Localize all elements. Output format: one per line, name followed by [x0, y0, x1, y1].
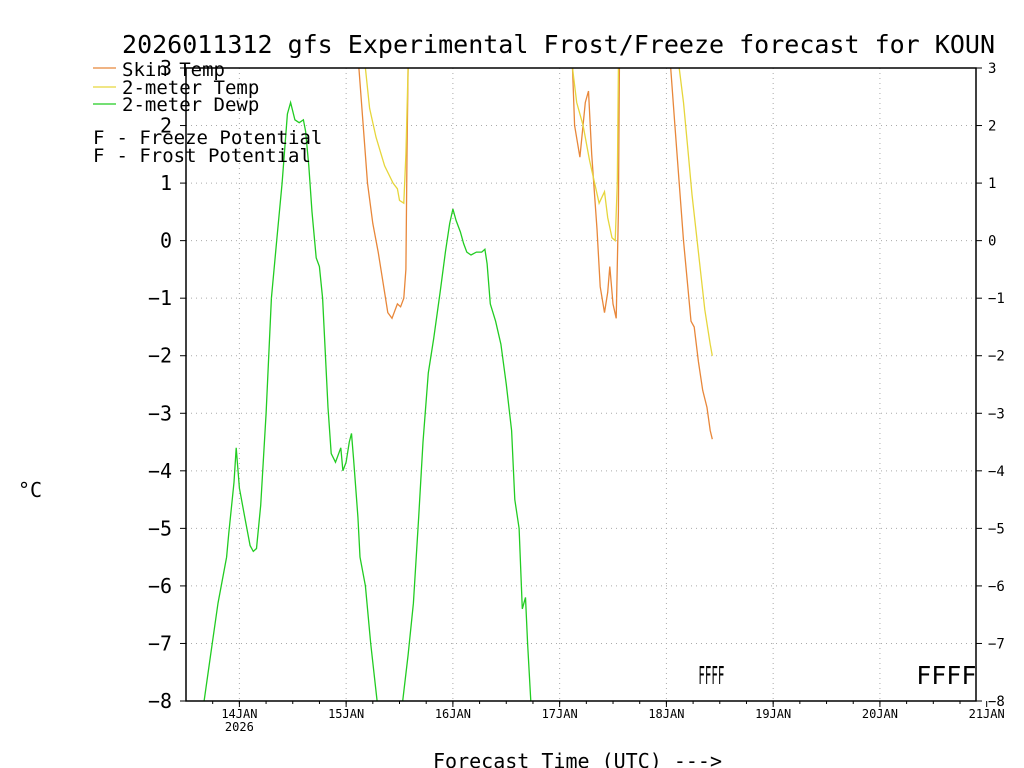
- series-line-skin-temp-2: [571, 67, 621, 319]
- y-tick-label-left: −1: [148, 286, 172, 310]
- x-tick-label: 17JAN: [542, 707, 578, 721]
- y-tick-label-right: −6: [988, 579, 1005, 595]
- y-tick-label-left: −5: [148, 516, 172, 540]
- y-tick-label-right: 0: [988, 234, 996, 250]
- legend-label-2m-temp: 2-meter Temp: [122, 77, 259, 99]
- x-tick-label: 15JAN: [328, 707, 364, 721]
- y-tick-label-right: 2: [988, 119, 996, 135]
- x-tick-label: 16JAN: [435, 707, 471, 721]
- freeze-potential-marker-1: FFFF: [698, 661, 724, 690]
- frost-potential-label: - Frost Potential: [105, 145, 311, 167]
- freeze-potential-label: - Freeze Potential: [105, 127, 322, 149]
- y-tick-label-left: −6: [148, 574, 172, 598]
- y-tick-label-right: −8: [988, 694, 1005, 710]
- y-tick-label-left: 0: [160, 229, 172, 253]
- y-tick-label-right: −7: [988, 636, 1005, 652]
- chart-title: 2026011312 gfs Experimental Frost/Freeze…: [122, 30, 995, 59]
- x-tick-label: 20JAN: [862, 707, 898, 721]
- freeze-potential-marker-2: FFFF: [916, 661, 976, 690]
- series-line-2-meter-dewp-1: [203, 99, 378, 702]
- series-layer: [203, 67, 713, 702]
- x-tick-label: 19JAN: [755, 707, 791, 721]
- y-tick-label-right: −2: [988, 349, 1005, 365]
- potential-legend: F - Freeze Potential F - Frost Potential: [93, 127, 322, 167]
- y-tick-label-left: 1: [160, 171, 172, 195]
- series-line-2-meter-temp-2: [571, 67, 620, 242]
- markers-layer: FFFF FFFF: [698, 661, 976, 690]
- x-tick-label: 18JAN: [648, 707, 684, 721]
- grid-layer: [186, 68, 976, 701]
- y-tick-label-right: −5: [988, 521, 1005, 537]
- x-tick-label: 21JAN: [969, 707, 1005, 721]
- y-tick-label-left: 3: [160, 56, 172, 80]
- x-tick-label: 14JAN: [221, 707, 257, 721]
- y-tick-label-left: 2: [160, 114, 172, 138]
- axes-layer: 3 3 2 2 1 1 0 0 −1 −1 −2 −2 −3 −3 −4 −4 −5 −5 −6 −6 −7 −7 −8 −8…: [148, 56, 1005, 734]
- x-axis-label: Forecast Time (UTC) --->: [433, 749, 722, 768]
- freeze-potential-letter: F: [93, 127, 104, 149]
- y-axis-label: °C: [18, 478, 42, 502]
- series-legend: Skin Temp 2-meter Temp 2-meter Dewp: [93, 59, 259, 116]
- series-line-2-meter-temp-1: [364, 67, 409, 205]
- y-tick-label-left: −3: [148, 401, 172, 425]
- series-line-skin-temp-3: [670, 67, 713, 440]
- frost-potential-letter: F: [93, 145, 104, 167]
- y-tick-label-right: 1: [988, 176, 996, 192]
- legend-label-2m-dewp: 2-meter Dewp: [122, 94, 259, 116]
- y-tick-label-left: −8: [148, 689, 172, 713]
- series-line-skin-temp-1: [358, 67, 409, 320]
- x-tick-sublabel: 2026: [225, 720, 254, 734]
- series-line-2-meter-dewp-2: [402, 208, 532, 702]
- y-tick-label-right: −4: [988, 464, 1005, 480]
- y-tick-label-left: −4: [148, 459, 172, 483]
- y-tick-label-right: −3: [988, 406, 1005, 422]
- plot-frame: [185, 67, 977, 702]
- y-tick-label-right: 3: [988, 61, 996, 77]
- legend-label-skin-temp: Skin Temp: [122, 59, 225, 81]
- y-tick-label-left: −7: [148, 631, 172, 655]
- y-tick-label-left: −2: [148, 344, 172, 368]
- y-tick-label-right: −1: [988, 291, 1005, 307]
- series-line-2-meter-temp-3: [678, 67, 713, 356]
